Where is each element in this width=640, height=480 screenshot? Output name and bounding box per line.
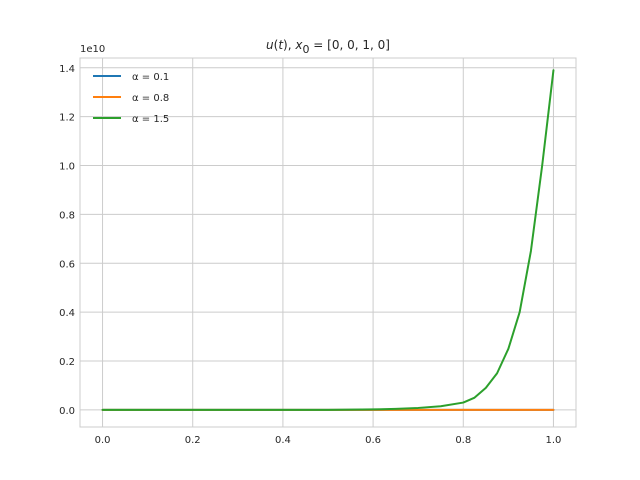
title-x0-symbol: x [294,38,303,52]
y-tick-label: 0.4 [59,308,75,319]
axis-ticks: 0.0 0.2 0.4 0.6 0.8 1.0 0.0 0.2 0.4 0.6 0.8 1.0 1.2 1… [59,64,561,446]
y-tick-label: 0.2 [59,357,75,368]
x-tick-label: 0.2 [185,435,201,446]
y-tick-label: 0.8 [59,210,75,221]
y-axis-multiplier: 1e10 [80,44,105,55]
title-close-paren: ), [283,38,295,52]
y-tick-label: 0.6 [59,259,75,270]
series-lines [101,69,555,411]
title-x0-value: [0, 0, 1, 0] [327,38,390,52]
x-tick-label: 0.8 [455,435,471,446]
x-tick-label: 0.6 [365,435,381,446]
x-tick-label: 0.0 [95,435,111,446]
y-tick-label: 1.2 [59,113,75,124]
title-func: u [266,38,274,52]
title-equals: = [309,38,327,52]
x-tick-label: 1.0 [546,435,562,446]
legend-label-2: α = 1.5 [132,114,169,125]
plot-frame [79,57,577,428]
series-line-2 [101,69,555,411]
legend: α = 0.1 α = 0.8 α = 1.5 [93,72,169,125]
title-x0-sub: 0 [302,43,309,56]
legend-label-0: α = 0.1 [132,72,169,83]
y-tick-label: 0.0 [59,406,75,417]
legend-label-1: α = 0.8 [132,93,169,104]
title-arg: t [278,38,284,52]
y-tick-label: 1.4 [59,64,75,75]
x-tick-label: 0.4 [275,435,291,446]
y-tick-label: 1.0 [59,162,75,173]
chart-title: u(t), x0 = [0, 0, 1, 0] [266,38,390,56]
title-open-paren: ( [274,38,279,52]
